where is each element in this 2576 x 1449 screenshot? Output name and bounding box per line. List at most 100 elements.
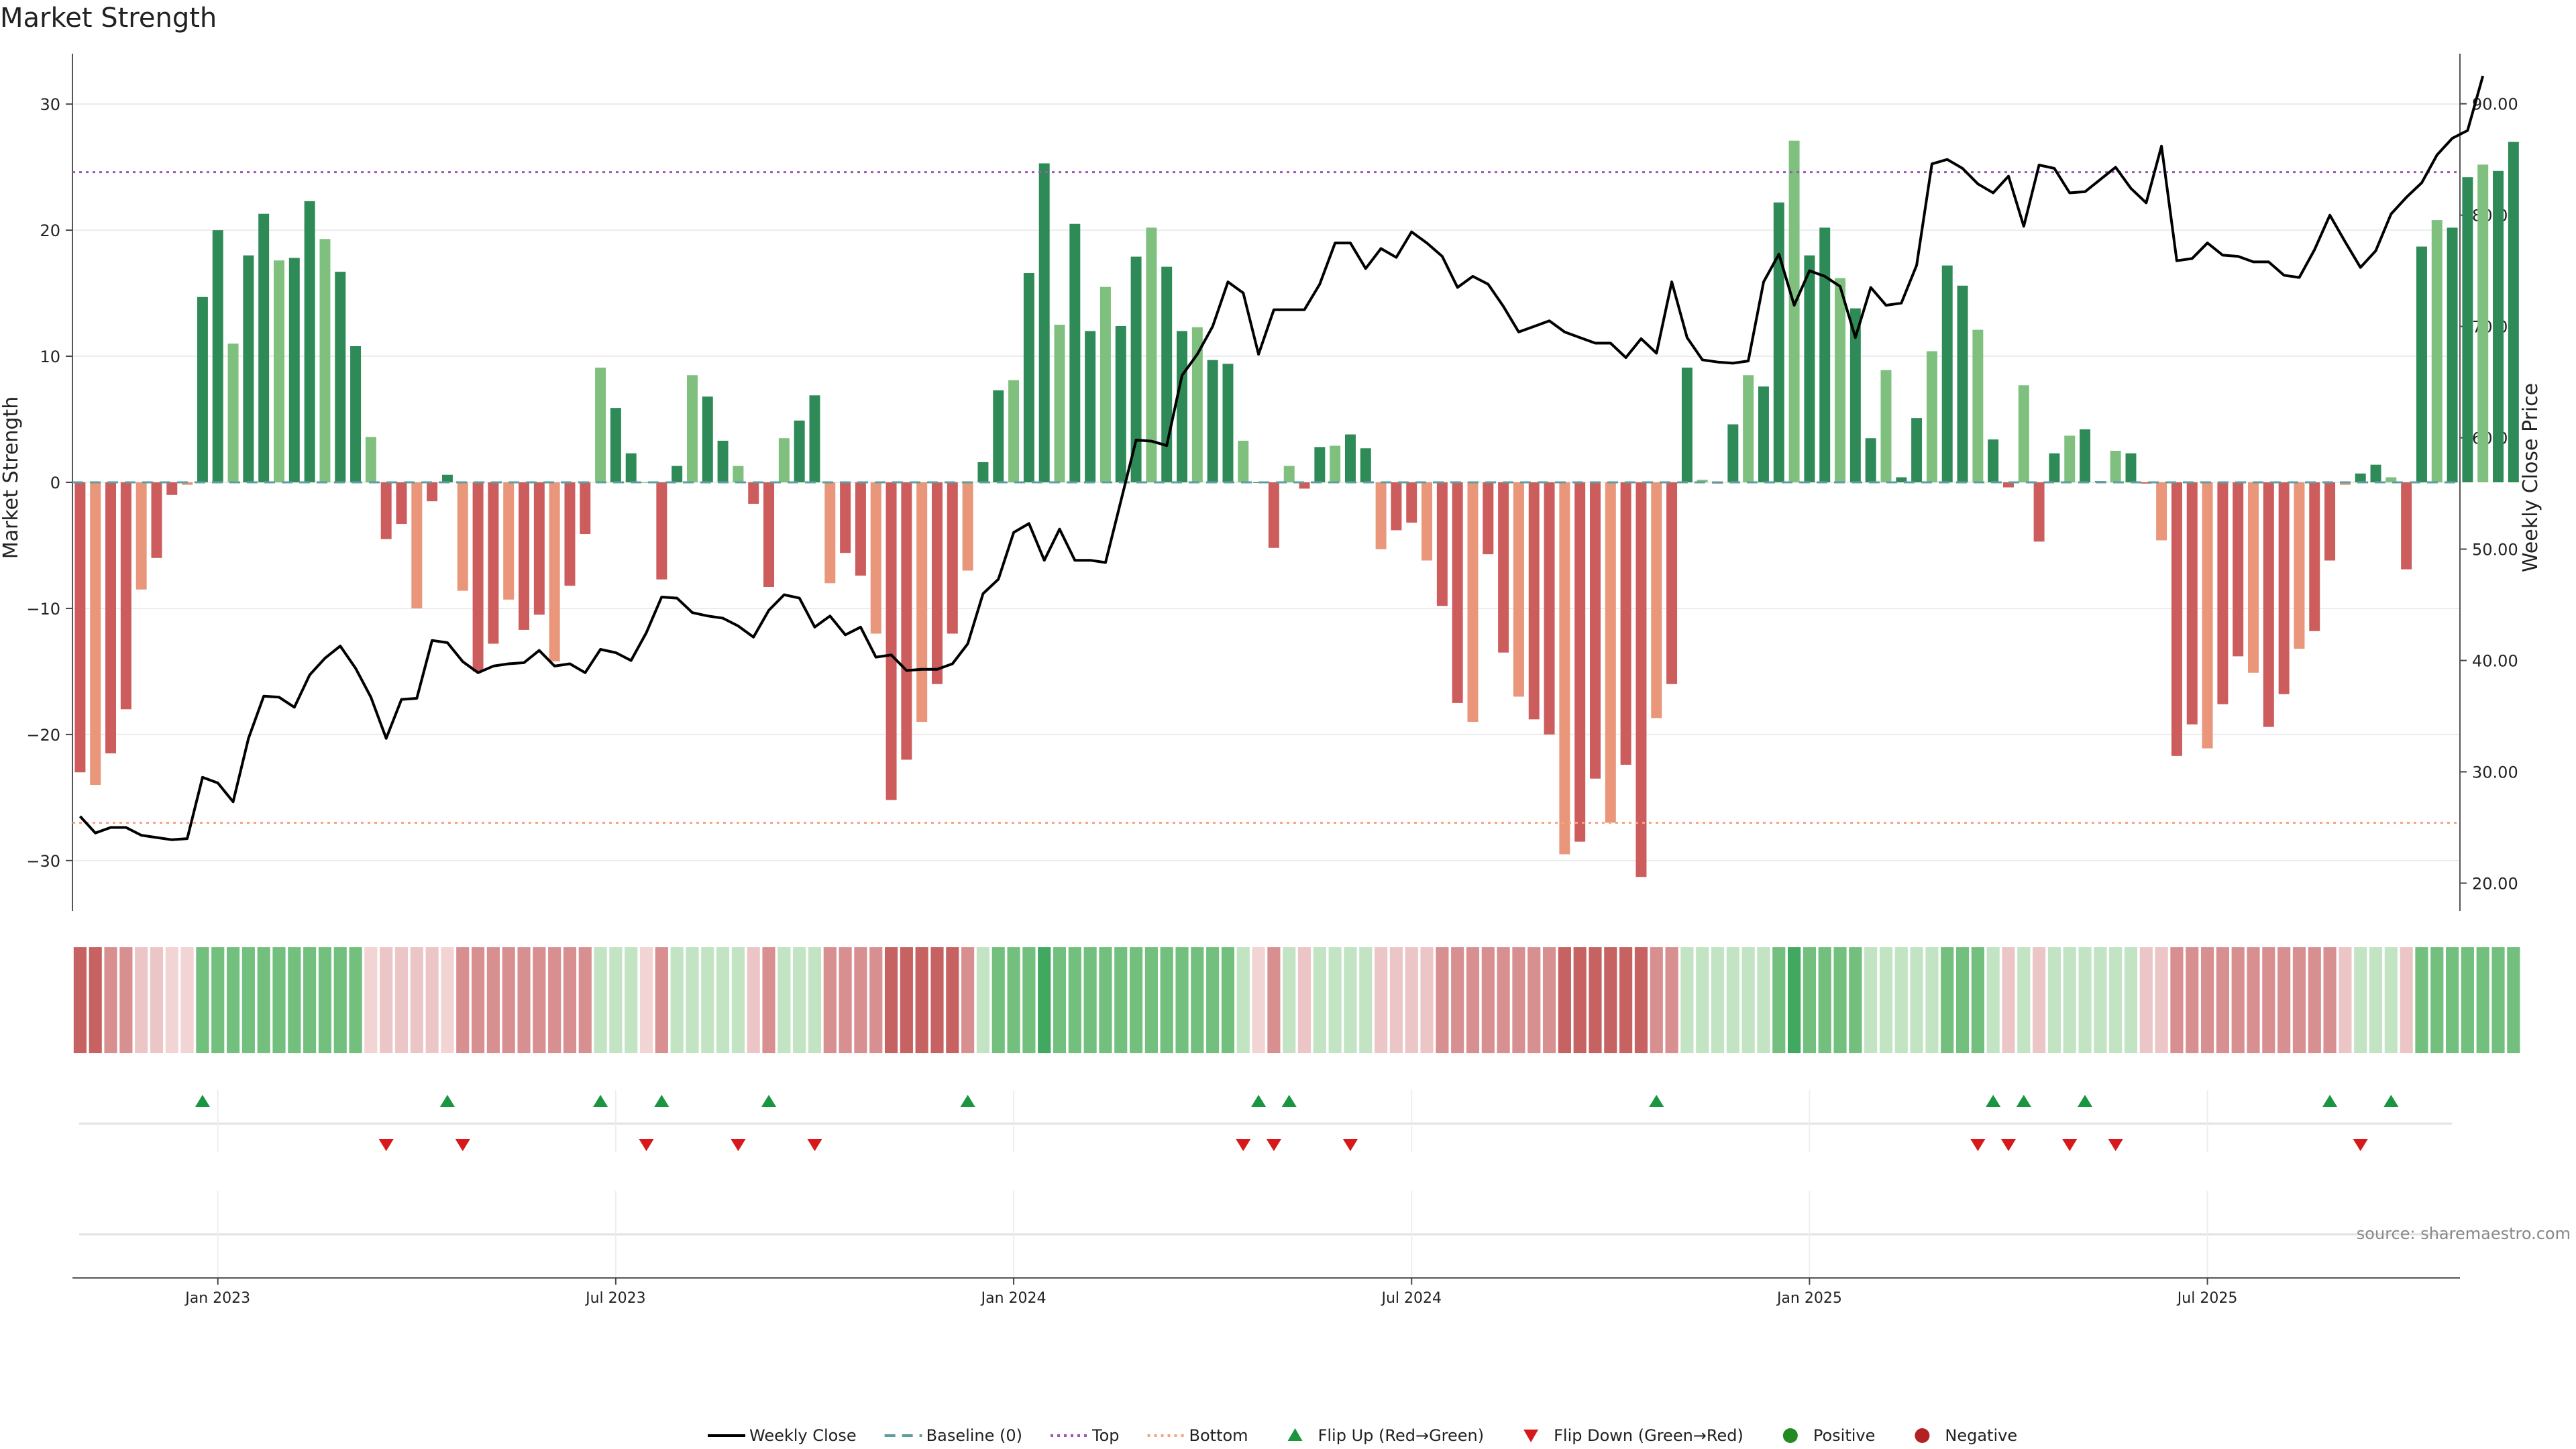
strength-bar: [672, 466, 683, 482]
momentum-cell: [1206, 947, 1220, 1053]
strength-bar: [2324, 482, 2336, 561]
strength-bar: [1115, 325, 1126, 482]
momentum-cell: [655, 947, 668, 1053]
flip-up-marker: [2322, 1095, 2338, 1107]
momentum-cell: [89, 947, 102, 1053]
momentum-cell: [2400, 947, 2413, 1053]
strength-bar: [580, 482, 591, 535]
strength-bar: [472, 482, 484, 672]
strength-bar: [1360, 448, 1371, 482]
momentum-cell: [119, 947, 133, 1053]
strength-bar: [748, 482, 759, 504]
momentum-cell: [1191, 947, 1204, 1053]
strength-bar: [2033, 482, 2045, 542]
strength-bar: [1651, 482, 1662, 718]
momentum-cell: [991, 947, 1005, 1053]
momentum-cell: [915, 947, 928, 1053]
momentum-cell: [471, 947, 485, 1053]
momentum-cell: [1114, 947, 1128, 1053]
strength-bar: [1835, 278, 1846, 482]
strength-bar: [564, 482, 576, 586]
momentum-cell: [1175, 947, 1189, 1053]
strength-bar: [2171, 482, 2182, 756]
momentum-cell: [1772, 947, 1786, 1053]
strength-bar: [1972, 329, 1984, 482]
strength-bar: [533, 482, 545, 615]
momentum-cell: [2446, 947, 2459, 1053]
momentum-cell: [150, 947, 164, 1053]
strength-bar: [2141, 482, 2152, 484]
strength-bar: [1421, 482, 1433, 561]
strength-bar: [2186, 482, 2198, 724]
strength-bar: [2064, 435, 2076, 482]
momentum-cell: [2323, 947, 2337, 1053]
strength-bar: [947, 482, 958, 634]
strength-bar: [2401, 482, 2412, 570]
flip-up-marker: [1251, 1095, 1267, 1107]
x-tick-label: Jul 2025: [2176, 1290, 2238, 1307]
strength-bar: [702, 396, 713, 482]
momentum-cell: [2292, 947, 2306, 1053]
y-tick-label-left: −30: [26, 852, 60, 871]
strength-bar: [274, 260, 284, 482]
momentum-cell: [1741, 947, 1755, 1053]
momentum-cell: [257, 947, 270, 1053]
flip-down-marker: [2353, 1139, 2368, 1151]
strength-bar: [1238, 440, 1249, 482]
strength-bar: [304, 201, 315, 482]
strength-bar: [2125, 453, 2137, 482]
strength-bar: [1988, 439, 1999, 482]
momentum-cell: [1925, 947, 1939, 1053]
strength-bar: [74, 482, 86, 773]
legend-item-bottom: Bottom: [1147, 1426, 1248, 1445]
momentum-cell: [2339, 947, 2352, 1053]
momentum-cell: [1481, 947, 1495, 1053]
reference-lines: [72, 171, 2460, 824]
strength-bar: [2493, 170, 2504, 483]
momentum-cell: [456, 947, 470, 1053]
strength-bar: [686, 375, 698, 482]
momentum-cell: [2491, 947, 2505, 1053]
momentum-cell: [1359, 947, 1373, 1053]
flip-up-marker: [761, 1095, 777, 1107]
strength-bar: [717, 440, 729, 482]
momentum-cell: [2461, 947, 2474, 1053]
momentum-cell: [1053, 947, 1067, 1053]
momentum-cell: [1757, 947, 1770, 1053]
momentum-cell: [1971, 947, 1984, 1053]
strength-bar: [1452, 482, 1463, 703]
strength-bar: [1544, 482, 1555, 735]
momentum-cell: [1405, 947, 1418, 1053]
momentum-cell: [1542, 947, 1556, 1053]
strength-bar: [625, 453, 637, 482]
strength-bar: [1758, 386, 1769, 482]
flip-up-marker: [1281, 1095, 1297, 1107]
strength-bar: [396, 482, 407, 525]
momentum-cell: [1267, 947, 1281, 1053]
momentum-cell: [1788, 947, 1801, 1053]
momentum-cell: [1665, 947, 1678, 1053]
strength-bar: [1743, 375, 1754, 482]
flip-up-marker: [195, 1095, 210, 1107]
momentum-cell: [211, 947, 225, 1053]
momentum-cell: [686, 947, 699, 1053]
momentum-cell: [1328, 947, 1342, 1053]
strength-bar: [2309, 482, 2320, 631]
momentum-cell: [777, 947, 791, 1053]
momentum-cell: [1955, 947, 1970, 1053]
flip-down-marker: [1266, 1139, 1281, 1151]
momentum-cell: [1986, 947, 2000, 1053]
momentum-cell: [930, 947, 944, 1053]
momentum-cell: [2200, 947, 2214, 1053]
momentum-cell: [1283, 947, 1296, 1053]
strength-bar: [1314, 447, 1326, 482]
momentum-cell: [104, 947, 117, 1053]
strength-bar: [1054, 325, 1065, 482]
x-tick-label: Jan 2024: [980, 1290, 1046, 1307]
weekly-close-series: [78, 75, 2485, 841]
momentum-cell: [1619, 947, 1633, 1053]
strength-bar: [1391, 482, 1402, 531]
strength-bar: [2339, 482, 2351, 485]
y-tick-label-left: 20: [40, 221, 60, 240]
flip-down-marker: [378, 1139, 394, 1151]
